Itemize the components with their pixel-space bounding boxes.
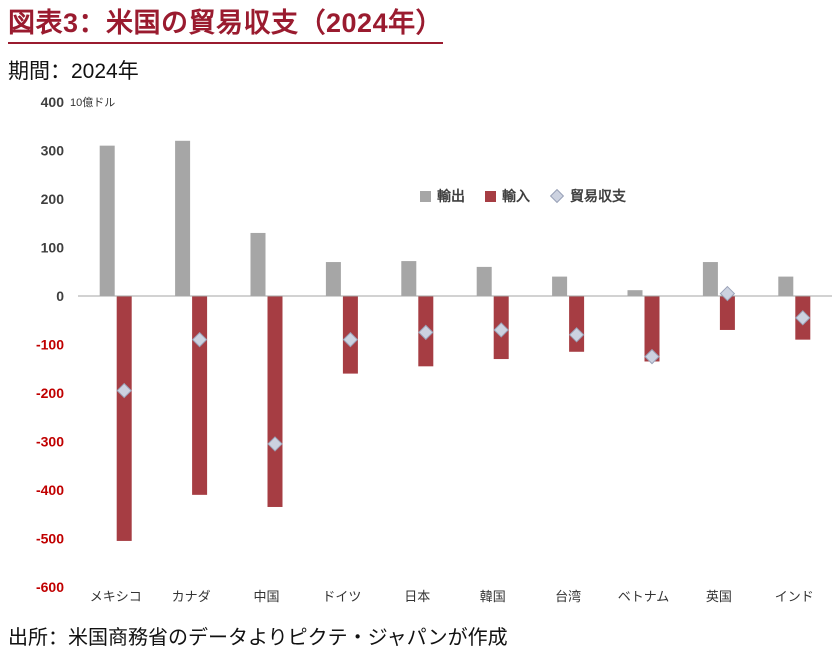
svg-text:-300: -300 [36,434,64,450]
legend-item-imports: 輸入 [485,186,530,206]
svg-text:0: 0 [56,288,64,304]
chart-area: 10億ドル 400 300 200 100 0 -100 -200 -300 -400 -500 -… [0,87,840,617]
svg-text:ドイツ: ドイツ [322,589,361,604]
chart-legend: 輸出 輸入 貿易収支 [420,186,626,206]
svg-text:インド: インド [775,589,814,604]
svg-text:-200: -200 [36,385,64,401]
svg-text:300: 300 [41,143,65,159]
trade-balance-bar-chart: 400 300 200 100 0 -100 -200 -300 -400 -500 -600 メキシ… [36,94,832,604]
exports-square-icon [420,190,431,202]
legend-label-exports: 輸出 [437,188,465,205]
svg-text:英国: 英国 [706,589,732,604]
svg-text:-500: -500 [36,531,64,547]
svg-text:-100: -100 [36,337,64,353]
svg-text:カナダ: カナダ [172,589,211,604]
svg-text:台湾: 台湾 [555,589,581,604]
legend-label-imports: 輸入 [502,188,530,205]
axis-unit-label: 10億ドル [70,97,116,110]
svg-text:日本: 日本 [404,589,430,604]
svg-text:400: 400 [41,94,65,110]
svg-text:中国: 中国 [253,589,279,604]
period-subtitle: 期間：2024年 [8,60,139,84]
imports-square-icon [485,190,496,202]
svg-text:100: 100 [41,240,65,256]
svg-text:200: 200 [41,191,65,207]
legend-item-balance: 貿易収支 [549,186,626,206]
legend-item-exports: 輸出 [420,186,465,206]
svg-text:ベトナム: ベトナム [618,589,670,604]
legend-label-balance: 貿易収支 [570,188,626,205]
svg-text:-400: -400 [36,482,64,498]
balance-diamond-icon [549,188,565,204]
page-title: 図表3：米国の貿易収支（2024年） [8,8,444,45]
svg-text:メキシコ: メキシコ [90,589,142,604]
source-note: 出所：米国商務省のデータよりピクテ・ジャパンが作成 [8,627,508,650]
svg-text:韓国: 韓国 [480,589,506,604]
svg-text:-600: -600 [36,579,64,595]
